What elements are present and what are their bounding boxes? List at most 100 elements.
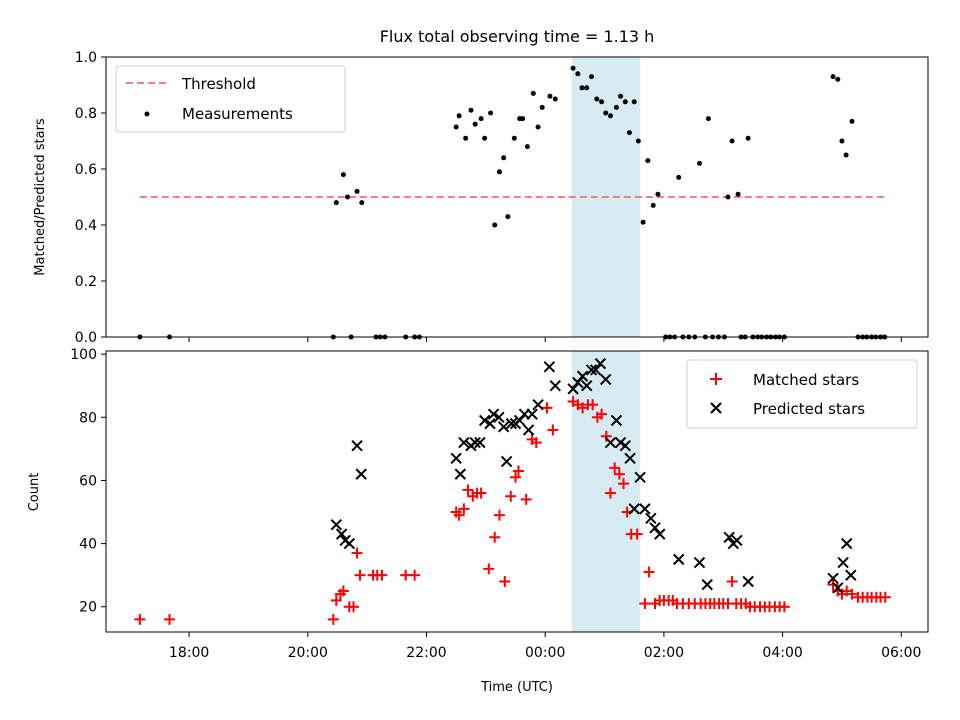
predicted-star-point [532, 398, 544, 411]
predicted-star-point [581, 380, 593, 392]
measurement-point [830, 74, 836, 80]
measurement-point [631, 99, 637, 105]
measurement-point [622, 99, 628, 105]
predicted-star-point [567, 383, 579, 395]
top-plot-frame [105, 56, 929, 338]
measurement-point [735, 191, 741, 197]
matched-star-point [530, 437, 542, 449]
predicted-star-point [522, 424, 535, 436]
legend-predicted-swatch [710, 402, 722, 414]
bottom-x-tick-label: 20:00 [288, 645, 328, 661]
measurement-point [745, 135, 751, 141]
measurement-point [530, 90, 536, 96]
predicted-star-point [526, 408, 538, 420]
legend-matched-label: Matched stars [753, 371, 859, 389]
predicted-star-point [600, 373, 612, 386]
predicted-star-point [673, 553, 685, 566]
bottom-highlight-span [571, 351, 641, 632]
predicted-star-point [497, 421, 510, 433]
predicted-star-point [355, 468, 367, 480]
matched-star-point [587, 399, 599, 411]
bottom-y-tick-label: 100 [70, 347, 97, 363]
measurement-point [524, 144, 530, 150]
top-y-tick-label: 0.2 [75, 274, 97, 290]
legend-threshold-label: Threshold [181, 75, 256, 93]
predicted-star-point [474, 436, 486, 449]
bottom-legend-box [686, 359, 918, 429]
measurement-point [488, 110, 494, 116]
predicted-star-point [832, 582, 844, 594]
predicted-star-point [731, 534, 743, 547]
bottom-plot-frame [105, 350, 929, 633]
matched-star-point [330, 594, 342, 606]
predicted-star-point [330, 518, 342, 531]
bottom-y-tick-label: 80 [79, 410, 97, 426]
matched-star-point [512, 465, 524, 477]
legend-measurements-label: Measurements [182, 105, 293, 123]
predicted-star-point [645, 512, 657, 525]
measurement-point [478, 116, 484, 122]
predicted-star-point [840, 537, 853, 550]
measurement-point [501, 155, 507, 161]
predicted-star-point [513, 414, 526, 427]
predicted-star-point [478, 414, 491, 427]
matched-star-point [639, 598, 651, 610]
measurement-point [535, 124, 541, 130]
measurement-point [547, 93, 553, 99]
top-x-ticks [188, 337, 902, 342]
measurement-point [340, 172, 346, 178]
predicted-star-point [543, 361, 556, 373]
top-legend-box [115, 65, 346, 133]
measurement-point [345, 194, 351, 200]
predicted-star-point [343, 537, 356, 550]
measurement-point [705, 116, 711, 122]
top-legend: Threshold Measurements [115, 65, 346, 133]
measurement-point [511, 135, 517, 141]
bottom-y-tick-label: 20 [79, 600, 97, 616]
matched-star-point [493, 509, 505, 521]
matched-star-point [453, 509, 465, 521]
measurement-point [584, 85, 590, 91]
bottom-x-ticks: 18:00 20:00 22:00 00:00 02:00 04:00 06:00 [169, 632, 921, 661]
measurement-point [843, 152, 849, 158]
top-y-tick-label: 0.6 [75, 162, 97, 178]
predicted-star-point [454, 468, 467, 480]
bottom-x-tick-label: 18:00 [169, 645, 209, 661]
measurement-point [492, 222, 498, 228]
legend-predicted-label: Predicted stars [753, 400, 865, 418]
predicted-star-point [351, 440, 363, 452]
measurement-point [626, 130, 632, 136]
matched-star-point [337, 585, 349, 597]
top-y-axis-label: Matched/Predicted stars [33, 118, 48, 276]
measurement-point [839, 138, 845, 144]
bottom-y-ticks: 20 40 60 80 100 [70, 347, 106, 616]
matched-star-point [134, 613, 146, 625]
predicted-star-point [493, 411, 505, 424]
predicted-star-point [594, 357, 607, 370]
matched-star-point [778, 601, 790, 613]
predicted-star-point [742, 575, 754, 588]
predicted-star-point [628, 503, 640, 515]
measurement-point [618, 93, 624, 99]
matched-star-point [510, 471, 522, 483]
measurement-point [468, 107, 474, 113]
matched-star-point [643, 566, 655, 578]
legend-matched-swatch [710, 373, 722, 385]
measurement-point [729, 138, 735, 144]
matched-star-point [327, 613, 339, 625]
matched-star-point [596, 408, 608, 420]
matched-star-point [354, 569, 366, 581]
matched-star-point [726, 575, 738, 587]
matched-star-point [505, 490, 517, 502]
predicted-star-point [649, 522, 661, 534]
measurement-point [552, 96, 558, 102]
bottom-x-tick-label: 22:00 [406, 645, 446, 661]
predicted-star-point [469, 436, 481, 449]
matched-star-point [618, 478, 630, 490]
measurement-point [579, 85, 585, 91]
matched-star-point [520, 493, 532, 505]
matched-star-point [164, 613, 176, 625]
bottom-x-tick-label: 00:00 [525, 645, 565, 661]
matched-star-point [879, 591, 891, 603]
measurement-point [635, 138, 641, 144]
